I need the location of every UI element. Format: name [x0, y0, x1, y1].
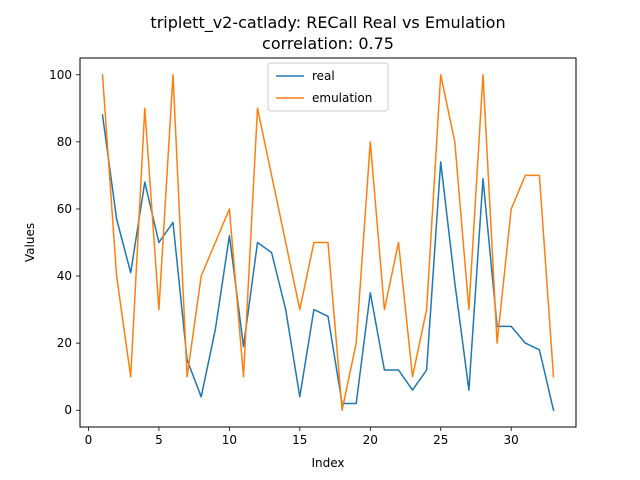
y-axis-label: Values: [23, 223, 37, 262]
legend: real emulation: [267, 62, 389, 112]
plot-area: [101, 73, 555, 412]
legend-box: [267, 62, 389, 112]
y-tick-label: 40: [57, 269, 72, 283]
y-tick-label: 100: [49, 68, 72, 82]
legend-label-emulation: emulation: [312, 91, 372, 105]
y-tick-label: 20: [57, 336, 72, 350]
series-line-real: [101, 114, 555, 412]
x-tick-label: 0: [85, 433, 93, 447]
x-tick-label: 15: [292, 433, 307, 447]
x-tick-label: 25: [433, 433, 448, 447]
chart-subtitle: correlation: 0.75: [262, 34, 394, 53]
axis-ticks: 0 5 10 15 20 25 30 0 20 40 60 80 100: [49, 68, 519, 447]
y-tick-label: 0: [64, 403, 72, 417]
chart-title: triplett_v2-catlady: RECall Real vs Emul…: [150, 13, 505, 33]
y-tick-label: 80: [57, 135, 72, 149]
axes-frame: [79, 57, 577, 428]
y-tick-label: 60: [57, 202, 72, 216]
x-axis-label: Index: [311, 456, 344, 470]
legend-label-real: real: [312, 69, 335, 83]
x-tick-label: 20: [363, 433, 378, 447]
x-tick-label: 5: [155, 433, 163, 447]
series-line-emulation: [101, 73, 555, 411]
x-tick-label: 10: [222, 433, 237, 447]
x-tick-label: 30: [504, 433, 519, 447]
